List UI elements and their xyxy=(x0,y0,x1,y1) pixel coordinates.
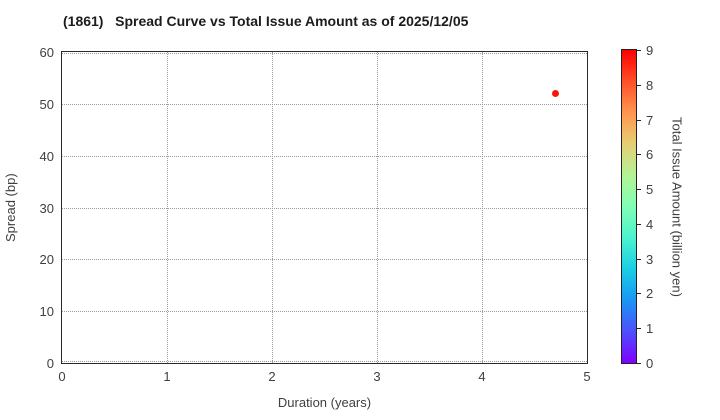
x-tick-label-4: 4 xyxy=(478,369,486,384)
colorbar-tick-3 xyxy=(637,258,641,260)
colorbar-tick-label-1: 1 xyxy=(646,321,654,337)
colorbar-tick-label-3: 3 xyxy=(646,251,654,267)
colorbar-tick-label-4: 4 xyxy=(646,216,654,232)
colorbar-tick-label-9: 9 xyxy=(646,43,654,58)
colorbar xyxy=(621,49,637,364)
gridline-y-0 xyxy=(62,361,587,362)
gridline-x-1 xyxy=(167,52,168,363)
x-tick-label-1: 1 xyxy=(163,369,171,384)
colorbar-tick-label-0: 0 xyxy=(646,356,654,371)
gridline-y-40 xyxy=(62,155,587,157)
colorbar-tick-5 xyxy=(637,189,641,191)
colorbar-tick-label-8: 8 xyxy=(646,77,654,93)
colorbar-tick-7 xyxy=(637,119,641,121)
x-tick-label-2: 2 xyxy=(268,369,276,384)
x-tick-label-0: 0 xyxy=(58,369,66,384)
gridline-x-3 xyxy=(377,52,378,363)
gridline-x-2 xyxy=(272,52,273,363)
colorbar-tick-4 xyxy=(637,223,641,225)
data-point xyxy=(552,89,559,97)
x-axis-label: Duration (years) xyxy=(277,395,372,410)
x-tick-label-5: 5 xyxy=(583,369,591,384)
y-tick-label-10: 10 xyxy=(39,304,54,320)
gridline-y-10 xyxy=(62,311,587,313)
x-tick-label-3: 3 xyxy=(373,369,381,384)
colorbar-tick-1 xyxy=(637,328,641,330)
y-tick-label-0: 0 xyxy=(46,356,54,371)
colorbar-tick-label-7: 7 xyxy=(646,112,654,128)
plot-area xyxy=(61,51,588,364)
colorbar-tick-8 xyxy=(637,84,641,86)
gridline-y-20 xyxy=(62,259,587,261)
colorbar-tick-0 xyxy=(637,363,641,364)
y-tick-label-20: 20 xyxy=(39,252,54,268)
gridline-y-50 xyxy=(62,103,587,105)
gridline-x-4 xyxy=(482,52,483,363)
y-tick-label-50: 50 xyxy=(39,96,54,112)
y-tick-label-60: 60 xyxy=(39,45,54,60)
chart-title: (1861) Spread Curve vs Total Issue Amoun… xyxy=(63,13,469,29)
gridline-y-30 xyxy=(62,207,587,209)
colorbar-label: Total Issue Amount (billion yen) xyxy=(669,116,685,297)
y-tick-label-40: 40 xyxy=(39,148,54,164)
y-tick-label-30: 30 xyxy=(39,200,54,216)
colorbar-tick-2 xyxy=(637,293,641,295)
colorbar-tick-label-6: 6 xyxy=(646,147,654,163)
colorbar-tick-9 xyxy=(637,50,641,51)
colorbar-tick-label-5: 5 xyxy=(646,182,654,198)
colorbar-tick-label-2: 2 xyxy=(646,286,654,302)
gridline-y-60 xyxy=(62,53,587,54)
colorbar-tick-6 xyxy=(637,154,641,156)
